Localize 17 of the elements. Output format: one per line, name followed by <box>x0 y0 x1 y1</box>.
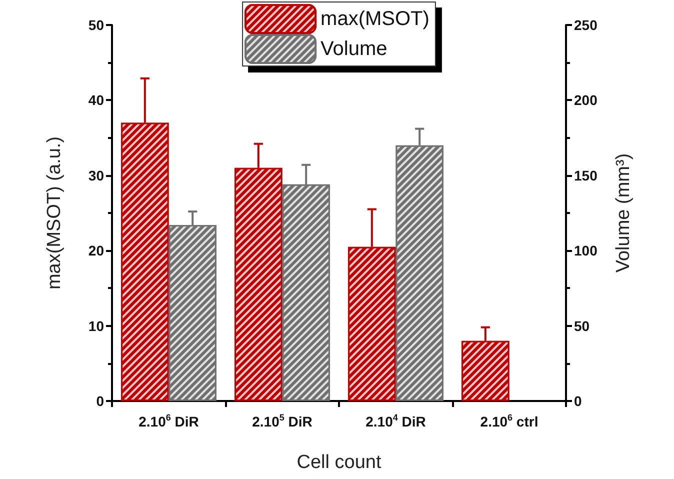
y2-tick-label: 250 <box>574 17 598 33</box>
y-tick-label: 40 <box>88 92 104 108</box>
y2-tick-label: 200 <box>574 92 598 108</box>
y2-tick-label: 0 <box>574 393 582 409</box>
y-tick-label: 50 <box>88 17 104 33</box>
y-tick-label: 0 <box>96 393 104 409</box>
y-tick-label: 20 <box>88 242 104 259</box>
y2-tick-label: 150 <box>574 167 598 184</box>
y2-tick-label: 50 <box>574 318 590 334</box>
y2-tick-label: 100 <box>574 242 598 259</box>
y2-axis-title: Volume (mm³) <box>613 153 634 273</box>
legend-label: max(MSOT) <box>320 8 430 30</box>
legend-label: Volume <box>320 38 388 60</box>
x-axis-title: Cell count <box>296 452 382 473</box>
y-axis-title: max(MSOT) (a.u.) <box>44 136 65 290</box>
y-tick-label: 10 <box>88 318 104 334</box>
y-tick-label: 30 <box>88 167 104 184</box>
